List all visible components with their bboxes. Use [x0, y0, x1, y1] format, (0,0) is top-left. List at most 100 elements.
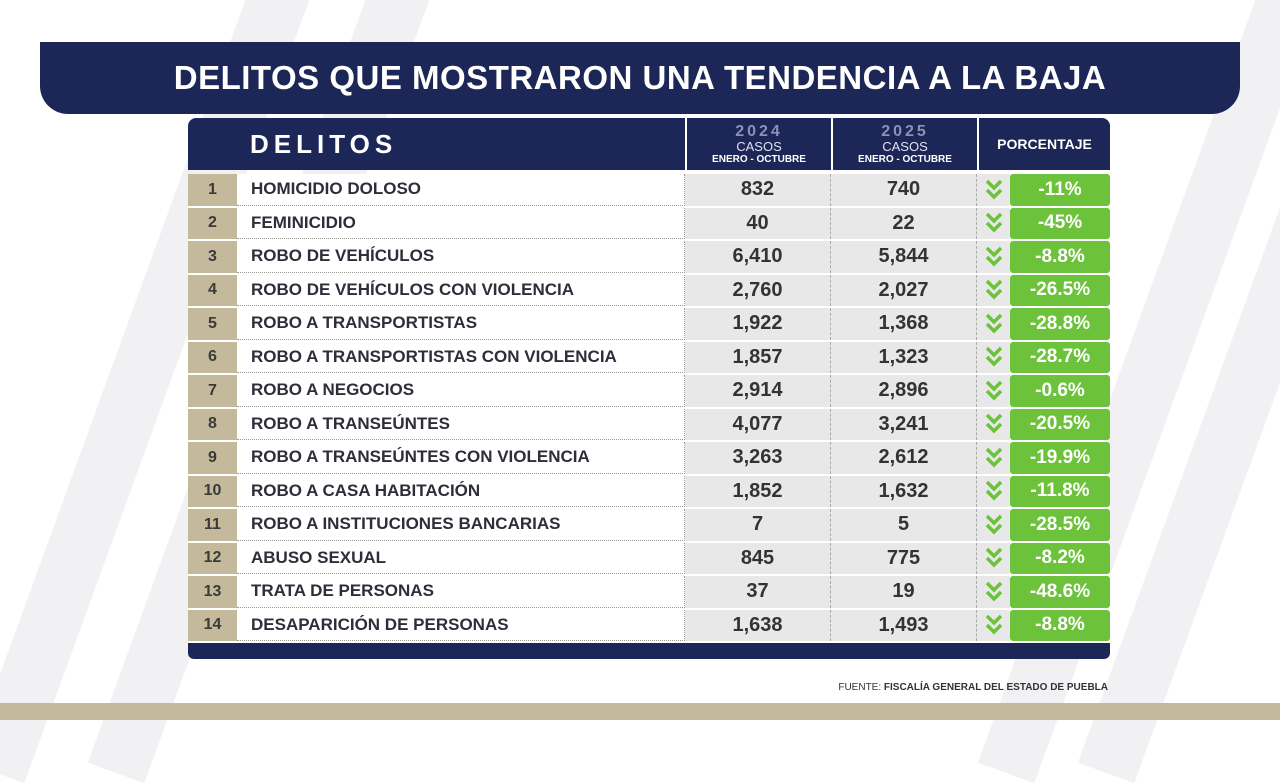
table-row: 1 HOMICIDIO DOLOSO 832 740 -11%	[188, 174, 1110, 208]
cases-2025: 5,844	[831, 241, 977, 273]
cases-2024: 1,852	[685, 475, 831, 507]
table-row: 5 ROBO A TRANSPORTISTAS 1,922 1,368 -28.…	[188, 308, 1110, 342]
crime-name: ROBO A TRANSEÚNTES	[237, 408, 685, 440]
table-row: 8 ROBO A TRANSEÚNTES 4,077 3,241 -20.5%	[188, 408, 1110, 442]
header-porcentaje: PORCENTAJE	[977, 118, 1110, 170]
cases-2025: 740	[831, 174, 977, 206]
percent-change: -45%	[1010, 207, 1110, 239]
cases-2024: 1,638	[685, 609, 831, 641]
double-chevron-down-icon	[977, 207, 1010, 239]
percent-change: -11%	[1010, 174, 1110, 206]
table-row: 6 ROBO A TRANSPORTISTAS CON VIOLENCIA 1,…	[188, 341, 1110, 375]
casos-label: CASOS	[882, 139, 928, 155]
cases-2025: 775	[831, 542, 977, 574]
row-number: 2	[188, 207, 237, 239]
cases-2025: 1,323	[831, 341, 977, 373]
crime-name: ROBO A TRANSPORTISTAS CON VIOLENCIA	[237, 341, 685, 373]
row-number: 7	[188, 375, 237, 407]
table-row: 7 ROBO A NEGOCIOS 2,914 2,896 -0.6%	[188, 375, 1110, 409]
period-label: ENERO - OCTUBRE	[858, 154, 952, 166]
casos-label: CASOS	[736, 139, 782, 155]
percent-change: -11.8%	[1010, 475, 1110, 507]
cases-2025: 1,493	[831, 609, 977, 641]
cases-2024: 40	[685, 207, 831, 239]
percent-change: -0.6%	[1010, 375, 1110, 407]
page-title: DELITOS QUE MOSTRARON UNA TENDENCIA A LA…	[40, 42, 1240, 114]
cases-2024: 3,263	[685, 442, 831, 474]
double-chevron-down-icon	[977, 274, 1010, 306]
cases-2025: 19	[831, 576, 977, 608]
double-chevron-down-icon	[977, 609, 1010, 641]
cases-2025: 22	[831, 207, 977, 239]
row-number: 11	[188, 509, 237, 541]
row-number: 13	[188, 576, 237, 608]
percent-change: -48.6%	[1010, 576, 1110, 608]
cases-2025: 2,027	[831, 274, 977, 306]
header-2025: 2025 CASOS ENERO - OCTUBRE	[831, 118, 977, 170]
table-row: 2 FEMINICIDIO 40 22 -45%	[188, 207, 1110, 241]
double-chevron-down-icon	[977, 241, 1010, 273]
cases-2025: 2,612	[831, 442, 977, 474]
percent-change: -19.9%	[1010, 442, 1110, 474]
cases-2025: 2,896	[831, 375, 977, 407]
table-row: 13 TRATA DE PERSONAS 37 19 -48.6%	[188, 576, 1110, 610]
table-row: 9 ROBO A TRANSEÚNTES CON VIOLENCIA 3,263…	[188, 442, 1110, 476]
cases-2024: 832	[685, 174, 831, 206]
cases-2024: 1,857	[685, 341, 831, 373]
cases-2024: 845	[685, 542, 831, 574]
double-chevron-down-icon	[977, 375, 1010, 407]
double-chevron-down-icon	[977, 576, 1010, 608]
crime-name: FEMINICIDIO	[237, 207, 685, 239]
row-number: 8	[188, 408, 237, 440]
cases-2024: 2,914	[685, 375, 831, 407]
table-row: 14 DESAPARICIÓN DE PERSONAS 1,638 1,493 …	[188, 609, 1110, 643]
crime-name: ROBO A TRANSEÚNTES CON VIOLENCIA	[237, 442, 685, 474]
crime-name: ABUSO SEXUAL	[237, 542, 685, 574]
percent-change: -8.8%	[1010, 609, 1110, 641]
double-chevron-down-icon	[977, 174, 1010, 206]
double-chevron-down-icon	[977, 442, 1010, 474]
percent-change: -28.7%	[1010, 341, 1110, 373]
crime-name: ROBO A NEGOCIOS	[237, 375, 685, 407]
cases-2024: 7	[685, 509, 831, 541]
cases-2024: 1,922	[685, 308, 831, 340]
row-number: 1	[188, 174, 237, 206]
percent-change: -20.5%	[1010, 408, 1110, 440]
percent-change: -28.8%	[1010, 308, 1110, 340]
table-row: 3 ROBO DE VEHÍCULOS 6,410 5,844 -8.8%	[188, 241, 1110, 275]
double-chevron-down-icon	[977, 341, 1010, 373]
crime-name: ROBO DE VEHÍCULOS CON VIOLENCIA	[237, 274, 685, 306]
source-note: FUENTE: FISCALÍA GENERAL DEL ESTADO DE P…	[838, 682, 1108, 693]
crime-name: ROBO A CASA HABITACIÓN	[237, 475, 685, 507]
percent-change: -8.8%	[1010, 241, 1110, 273]
cases-2025: 1,368	[831, 308, 977, 340]
row-number: 5	[188, 308, 237, 340]
double-chevron-down-icon	[977, 475, 1010, 507]
crime-name: HOMICIDIO DOLOSO	[237, 174, 685, 206]
cases-2024: 2,760	[685, 274, 831, 306]
double-chevron-down-icon	[977, 308, 1010, 340]
table-footer-bar	[188, 643, 1110, 659]
crime-table: DELITOS 2024 CASOS ENERO - OCTUBRE 2025 …	[188, 118, 1110, 643]
row-number: 9	[188, 442, 237, 474]
table-row: 12 ABUSO SEXUAL 845 775 -8.2%	[188, 542, 1110, 576]
row-number: 6	[188, 341, 237, 373]
cases-2024: 37	[685, 576, 831, 608]
row-number: 10	[188, 475, 237, 507]
table-row: 4 ROBO DE VEHÍCULOS CON VIOLENCIA 2,760 …	[188, 274, 1110, 308]
double-chevron-down-icon	[977, 542, 1010, 574]
cases-2025: 5	[831, 509, 977, 541]
crime-name: ROBO A TRANSPORTISTAS	[237, 308, 685, 340]
crime-name: ROBO DE VEHÍCULOS	[237, 241, 685, 273]
header-delitos: DELITOS	[250, 128, 398, 159]
cases-2024: 6,410	[685, 241, 831, 273]
crime-name: ROBO A INSTITUCIONES BANCARIAS	[237, 509, 685, 541]
cases-2025: 1,632	[831, 475, 977, 507]
percent-change: -8.2%	[1010, 542, 1110, 574]
bottom-bar	[0, 703, 1280, 720]
table-row: 10 ROBO A CASA HABITACIÓN 1,852 1,632 -1…	[188, 475, 1110, 509]
table-header: DELITOS 2024 CASOS ENERO - OCTUBRE 2025 …	[188, 118, 1110, 170]
double-chevron-down-icon	[977, 509, 1010, 541]
cases-2025: 3,241	[831, 408, 977, 440]
header-2024: 2024 CASOS ENERO - OCTUBRE	[685, 118, 831, 170]
